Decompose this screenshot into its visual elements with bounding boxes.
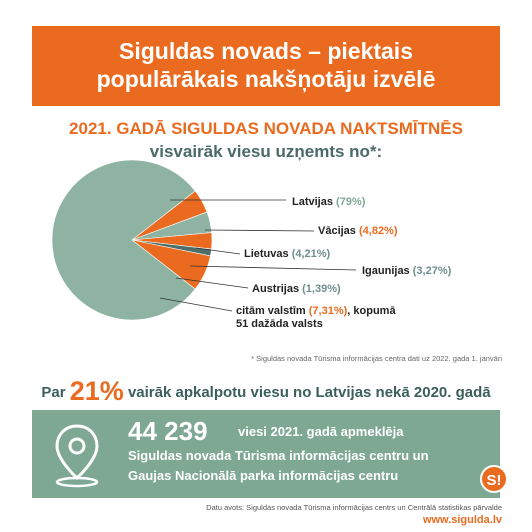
subheading-line-1: 2021. GADĀ SIGULDAS NOVADA NAKTSMĪTNĒS bbox=[69, 119, 463, 138]
visitors-line-3: Gaujas Nacionālā parka informācijas cent… bbox=[128, 468, 399, 483]
banner-line-2: populārākais nakšņotāju izvēlē bbox=[96, 66, 436, 92]
pie-label-citam-valstim: citām valstīm (7,31%), kopumā 51 dažāda … bbox=[236, 305, 396, 330]
visitor-count: 44 239 bbox=[128, 416, 208, 446]
leader-line-citam-valstim bbox=[159, 297, 233, 312]
pie-label-latvijas: Latvijas (79%) bbox=[292, 196, 366, 208]
pie-label-igaunijas: Igaunijas (3,27%) bbox=[362, 265, 452, 277]
visitor-count-text: viesi 2021. gadā apmeklēja bbox=[238, 424, 404, 439]
pie-label-austrijas: Austrijas (1,39%) bbox=[252, 283, 341, 295]
pie-label-vacijas: Vācijas (4,82%) bbox=[318, 225, 398, 237]
leader-line-lietuvas bbox=[195, 247, 241, 255]
subheading-line-2: visvairāk viesu uzņemts no*: bbox=[149, 142, 383, 161]
location-pin-icon bbox=[55, 424, 99, 488]
leader-line-igaunijas bbox=[189, 265, 357, 271]
banner-line-1: Siguldas novads – piektais bbox=[119, 38, 413, 64]
visitors-box: 44 239 viesi 2021. gadā apmeklēja Siguld… bbox=[32, 410, 500, 498]
data-footnote: * Siguldas novada Tūrisma informācijas c… bbox=[251, 354, 502, 363]
pie-chart bbox=[51, 160, 357, 321]
pie-slice-latvijas bbox=[51, 160, 196, 321]
visitors-line-2: Siguldas novada Tūrisma informācijas cen… bbox=[128, 448, 429, 463]
pie-label-lietuvas: Lietuvas (4,21%) bbox=[244, 248, 331, 260]
leader-line-vacijas bbox=[204, 229, 315, 232]
sigulda-logo: S! bbox=[480, 465, 508, 493]
website-link[interactable]: www.sigulda.lv bbox=[422, 514, 502, 526]
title-banner: Siguldas novads – piektais populārākais … bbox=[32, 26, 500, 106]
leader-line-austrijas bbox=[175, 277, 249, 289]
headline: Par 21% vairāk apkalpotu viesu no Latvij… bbox=[41, 376, 491, 406]
headline-big-percent: 21% bbox=[69, 376, 124, 406]
data-source: Datu avots: Siguldas novada Tūrisma info… bbox=[206, 503, 502, 512]
